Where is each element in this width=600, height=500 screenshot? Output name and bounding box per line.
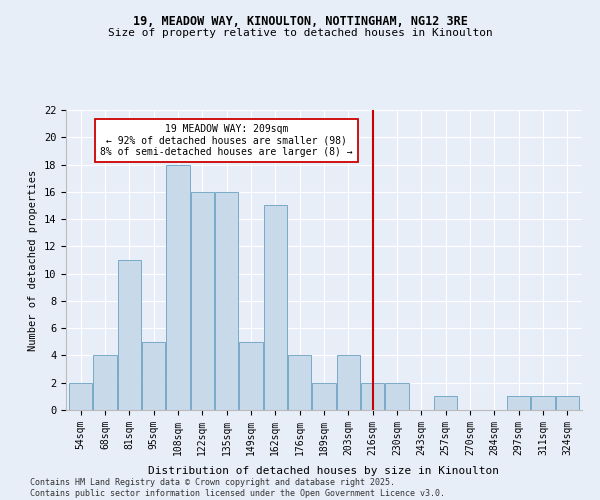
Bar <box>434 396 457 410</box>
Bar <box>385 382 409 410</box>
Bar <box>239 342 263 410</box>
Bar <box>288 356 311 410</box>
Bar <box>94 356 116 410</box>
Bar <box>337 356 360 410</box>
Bar <box>215 192 238 410</box>
Text: 19, MEADOW WAY, KINOULTON, NOTTINGHAM, NG12 3RE: 19, MEADOW WAY, KINOULTON, NOTTINGHAM, N… <box>133 15 467 28</box>
Text: 19 MEADOW WAY: 209sqm
← 92% of detached houses are smaller (98)
8% of semi-detac: 19 MEADOW WAY: 209sqm ← 92% of detached … <box>100 124 353 157</box>
X-axis label: Distribution of detached houses by size in Kinoulton: Distribution of detached houses by size … <box>149 466 499 476</box>
Bar <box>507 396 530 410</box>
Bar <box>361 382 384 410</box>
Bar <box>118 260 141 410</box>
Bar <box>166 164 190 410</box>
Y-axis label: Number of detached properties: Number of detached properties <box>28 170 38 350</box>
Bar <box>532 396 554 410</box>
Bar <box>313 382 335 410</box>
Bar <box>264 206 287 410</box>
Bar <box>556 396 579 410</box>
Text: Size of property relative to detached houses in Kinoulton: Size of property relative to detached ho… <box>107 28 493 38</box>
Bar <box>142 342 165 410</box>
Bar <box>191 192 214 410</box>
Bar <box>69 382 92 410</box>
Text: Contains HM Land Registry data © Crown copyright and database right 2025.
Contai: Contains HM Land Registry data © Crown c… <box>30 478 445 498</box>
